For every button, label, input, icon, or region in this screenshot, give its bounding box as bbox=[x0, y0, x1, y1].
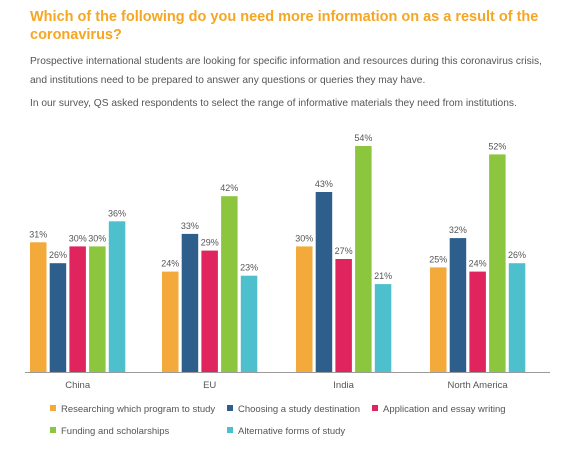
bar-north-america-series-3 bbox=[489, 154, 506, 372]
legend-item-alternative: Alternative forms of study bbox=[227, 426, 345, 437]
data-label-eu-series-4: 23% bbox=[240, 263, 258, 273]
bar-chart: 31%26%30% 30%36%China24%33%29%42%23%EU30%… bbox=[25, 133, 550, 391]
bar-china-series-2 bbox=[69, 246, 86, 372]
bar-eu-series-4 bbox=[240, 275, 258, 372]
bar-north-america-series-4 bbox=[508, 263, 526, 372]
data-label-china-series-2: 30% bbox=[69, 233, 87, 243]
data-label-india-series-3: 54% bbox=[354, 133, 372, 143]
category-label-china: China bbox=[65, 380, 91, 391]
data-label-china-series-4: 36% bbox=[108, 208, 126, 218]
bar-india-series-1 bbox=[315, 192, 333, 372]
data-label-india-series-1: 43% bbox=[315, 179, 333, 189]
data-label-north-america-series-3: 52% bbox=[488, 141, 506, 151]
data-label-eu-series-2: 29% bbox=[201, 238, 219, 248]
bar-india-series-3 bbox=[355, 146, 372, 372]
intro-paragraph: Prospective international students are l… bbox=[30, 56, 542, 86]
legend-item-choosing: Choosing a study destination bbox=[227, 404, 360, 415]
bar-china-series-1 bbox=[49, 263, 67, 372]
legend-label-researching: Researching which program to study bbox=[61, 404, 216, 415]
data-label-north-america-series-4: 26% bbox=[508, 250, 526, 260]
legend-label-application: Application and essay writing bbox=[383, 404, 506, 415]
bar-china-series-0 bbox=[30, 242, 47, 372]
legend-swatch-alternative bbox=[227, 427, 233, 433]
data-label-north-america-series-0: 25% bbox=[429, 254, 447, 264]
bar-eu-series-3 bbox=[221, 196, 238, 372]
legend-item-funding: Funding and scholarships bbox=[50, 426, 169, 437]
legend-swatch-researching bbox=[50, 405, 56, 411]
bar-india-series-0 bbox=[296, 246, 313, 372]
bar-china-series-4 bbox=[108, 221, 126, 372]
bar-north-america-series-1 bbox=[449, 238, 467, 372]
legend-item-researching: Researching which program to study bbox=[50, 404, 215, 415]
legend-item-application: Application and essay writing bbox=[372, 404, 506, 415]
chart-title: Which of the following do you need more … bbox=[30, 9, 539, 43]
legend-swatch-funding bbox=[50, 427, 56, 433]
data-label-china-series-1: 26% bbox=[49, 250, 67, 260]
bar-north-america-series-0 bbox=[430, 267, 447, 372]
legend-swatch-choosing bbox=[227, 405, 233, 411]
data-label-eu-series-0: 24% bbox=[161, 259, 179, 269]
bar-eu-series-0 bbox=[162, 271, 179, 372]
legend-swatch-application bbox=[372, 405, 378, 411]
data-label-india-series-2: 27% bbox=[335, 246, 353, 256]
legend-label-choosing: Choosing a study destination bbox=[238, 404, 360, 415]
legend-label-funding: Funding and scholarships bbox=[61, 426, 170, 437]
bar-eu-series-2 bbox=[201, 250, 218, 372]
bar-north-america-series-2 bbox=[469, 271, 486, 372]
bar-india-series-4 bbox=[374, 284, 392, 372]
data-label-eu-series-1: 33% bbox=[181, 221, 199, 231]
data-label-north-america-series-2: 24% bbox=[469, 259, 487, 269]
category-label-eu: EU bbox=[203, 380, 216, 391]
bar-china-series-3 bbox=[89, 246, 106, 372]
category-label-india: India bbox=[333, 380, 354, 391]
bar-india-series-2 bbox=[335, 259, 352, 372]
bar-eu-series-1 bbox=[181, 233, 199, 372]
category-label-north-america: North America bbox=[448, 380, 509, 391]
survey-paragraph: In our survey, QS asked respondents to s… bbox=[30, 98, 517, 109]
data-label-india-series-0: 30% bbox=[295, 233, 313, 243]
data-label-eu-series-3: 42% bbox=[220, 183, 238, 193]
legend-label-alternative: Alternative forms of study bbox=[238, 426, 346, 437]
data-label-india-series-4: 21% bbox=[374, 271, 392, 281]
data-label-north-america-series-1: 32% bbox=[449, 225, 467, 235]
data-label-china-series-3: 30% bbox=[88, 233, 106, 243]
data-label-china-series-0: 31% bbox=[29, 229, 47, 239]
